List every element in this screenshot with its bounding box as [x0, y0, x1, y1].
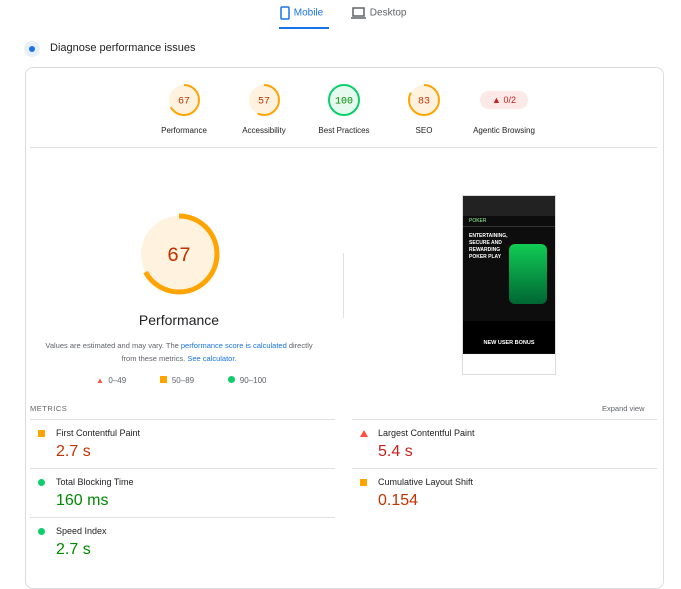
gauge-arc	[328, 84, 360, 116]
gauge-bg	[329, 85, 359, 115]
metric-value: 160 ms	[56, 492, 109, 509]
score-label: Best Practices	[318, 126, 370, 135]
metric-label: First Contentful Paint	[56, 428, 141, 438]
section-title: Diagnose performance issues	[50, 42, 196, 54]
tab-label: Mobile	[293, 7, 324, 19]
gauge-value: 67	[167, 245, 191, 268]
metric-label: Cumulative Layout Shift	[378, 477, 474, 487]
metric-label: Largest Contentful Paint	[378, 428, 475, 438]
divider	[30, 419, 335, 420]
legend-icon	[228, 376, 236, 383]
legend-label: 0–49	[108, 376, 127, 385]
gauge-bg	[169, 85, 199, 115]
note-link[interactable]: performance score is calculated	[180, 341, 287, 350]
thumb-banner	[463, 196, 555, 216]
note-text: directly from these metrics.	[121, 341, 313, 363]
status-icon	[38, 528, 45, 535]
divider	[343, 253, 344, 318]
metric-value: 2.7 s	[56, 443, 91, 460]
divider	[30, 147, 657, 148]
divider	[30, 517, 335, 518]
score-label: Accessibility	[242, 126, 286, 135]
main-label: Performance	[138, 312, 220, 328]
gauge-arc	[408, 84, 440, 116]
icon	[280, 6, 290, 20]
status-icon	[38, 479, 45, 486]
gauge-arc	[168, 84, 200, 116]
divider	[352, 468, 657, 469]
legend: ▲ 0–49 50–89 90–100	[96, 376, 267, 385]
score-label: Performance	[161, 126, 207, 135]
gauge-value: 83	[418, 97, 430, 108]
tab-mobile[interactable]: Mobile	[279, 6, 323, 20]
tab-desktop[interactable]: Desktop	[351, 6, 406, 20]
gauges: 67 57 100 83 67	[138, 84, 440, 295]
legend-icon	[160, 376, 168, 383]
status-icon	[360, 479, 367, 486]
legend-label: 50–89	[171, 376, 195, 385]
page-thumbnail: POKER ENTERTAINING, SECURE AND REWARDING…	[462, 195, 556, 375]
legend-label: 90–100	[239, 376, 267, 385]
gauge-value: 67	[178, 97, 190, 108]
legend-icon: ▲	[96, 376, 104, 385]
icon	[351, 7, 366, 19]
page: Mobile Desktop Diagnose performance issu…	[24, 6, 664, 589]
status-icon	[360, 430, 368, 437]
metric-label: Total Blocking Time	[56, 477, 134, 487]
agentic-badge[interactable]: ▲ 0/2	[480, 91, 528, 109]
gauge-value: 57	[258, 97, 270, 108]
divider	[30, 468, 335, 469]
tab-indicator	[279, 27, 329, 29]
gauge-value: 100	[335, 97, 353, 108]
thumb-phone	[509, 244, 547, 304]
metric-value: 5.4 s	[378, 443, 413, 460]
thumb-brand: POKER	[463, 216, 555, 227]
score-label: Agentic Browsing	[473, 126, 535, 135]
status-icon	[38, 430, 45, 437]
note-text: Values are estimated and may vary. The	[45, 341, 181, 350]
score-label: SEO	[415, 126, 433, 135]
note-link[interactable]: See calculator.	[187, 354, 237, 363]
gauge-arc	[138, 213, 220, 295]
gauge-arc	[248, 84, 280, 116]
note: Values are estimated and may vary. The p…	[44, 339, 314, 365]
metrics-header: METRICS	[30, 404, 68, 413]
gauge-bg	[409, 85, 439, 115]
metric-value: 0.154	[378, 492, 419, 509]
metric-value: 2.7 s	[56, 541, 91, 558]
divider	[352, 419, 657, 420]
metric-label: Speed Index	[56, 526, 107, 536]
thumb-bonus: NEW USER BONUS	[463, 321, 555, 353]
thumb-footer	[463, 354, 555, 374]
expand-view[interactable]: Expand view	[602, 404, 645, 413]
agentic-value: 0/2	[503, 95, 516, 105]
tab-label: Desktop	[369, 7, 407, 19]
section-icon	[24, 41, 40, 57]
gauge-bg	[249, 85, 279, 115]
thumb-headline: ENTERTAINING, SECURE AND REWARDING POKER…	[469, 233, 508, 260]
gauge-bg	[141, 216, 217, 292]
